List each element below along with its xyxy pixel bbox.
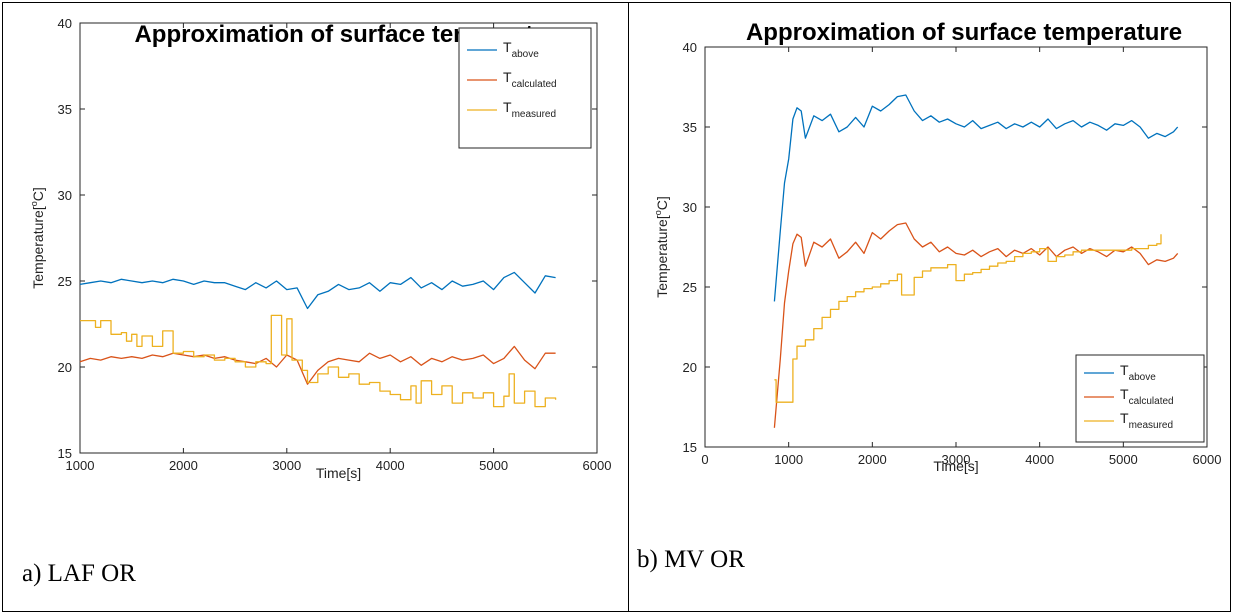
x-tick-label: 2000 xyxy=(169,458,198,473)
legend-label-main: T xyxy=(1120,362,1129,378)
legend-label-calculated: Tcalculated xyxy=(1120,386,1174,407)
legend-label-sub: above xyxy=(1129,372,1157,383)
series-line-above xyxy=(79,271,556,310)
legend-label-sub: above xyxy=(512,49,540,60)
caption-b: b) MV OR xyxy=(637,546,745,573)
legend-label-main: T xyxy=(1120,410,1129,426)
legend-box xyxy=(458,27,592,149)
legend-label-main: T xyxy=(503,39,512,55)
y-tick-label: 30 xyxy=(58,188,72,203)
legend-label-main: T xyxy=(503,99,512,115)
legend-label-sub: measured xyxy=(512,109,556,120)
y-label-main: Temperature[ xyxy=(30,206,46,289)
y-tick-label: 25 xyxy=(58,274,72,289)
y-tick-label: 30 xyxy=(683,200,697,215)
series-line-calculated xyxy=(773,222,1179,428)
y-tick-label: 40 xyxy=(683,40,697,55)
x-axis-label: Time[s] xyxy=(316,465,361,481)
y-tick-label: 20 xyxy=(683,360,697,375)
panel-divider xyxy=(628,2,629,612)
y-label-degree: o xyxy=(29,201,39,206)
x-tick-label: 3000 xyxy=(942,452,971,467)
y-tick-label: 25 xyxy=(683,280,697,295)
y-label-main: Temperature[ xyxy=(654,215,670,298)
x-tick-label: 4000 xyxy=(1025,452,1054,467)
x-tick-label: 2000 xyxy=(858,452,887,467)
x-tick-label: 1000 xyxy=(774,452,803,467)
legend-label-sub: measured xyxy=(1129,420,1173,431)
series-line-measured xyxy=(774,234,1162,403)
y-tick-label: 15 xyxy=(683,440,697,455)
y-axis-label: Temperature[oC] xyxy=(653,196,670,298)
legend-label-main: T xyxy=(503,69,512,85)
y-axis-label: Temperature[oC] xyxy=(29,187,46,289)
y-tick-label: 35 xyxy=(58,102,72,117)
legend-label-measured: Tmeasured xyxy=(1120,410,1173,431)
x-tick-label: 3000 xyxy=(272,458,301,473)
legend-label-measured: Tmeasured xyxy=(503,99,556,120)
legend-label-above: Tabove xyxy=(503,39,539,60)
x-tick-label: 4000 xyxy=(376,458,405,473)
series-line-measured xyxy=(80,314,557,408)
x-tick-label: 6000 xyxy=(583,458,612,473)
legend-label-calculated: Tcalculated xyxy=(503,69,557,90)
x-axis-label: Time[s] xyxy=(933,458,978,474)
series-line-calculated xyxy=(79,345,556,385)
y-label-unit: C] xyxy=(30,187,46,201)
caption-a: a) LAF OR xyxy=(22,560,136,587)
legend-box xyxy=(1075,354,1205,443)
x-tick-label: 6000 xyxy=(1193,452,1222,467)
y-tick-label: 20 xyxy=(58,360,72,375)
y-tick-label: 15 xyxy=(58,446,72,461)
y-tick-label: 40 xyxy=(58,16,72,31)
chart-title: Approximation of surface temperature xyxy=(746,19,1182,46)
axes-box xyxy=(79,22,598,454)
x-tick-label: 1000 xyxy=(66,458,95,473)
x-tick-label: 5000 xyxy=(479,458,508,473)
legend-label-sub: calculated xyxy=(1129,396,1174,407)
x-tick-label: 5000 xyxy=(1109,452,1138,467)
series-line-above xyxy=(773,94,1179,302)
y-label-degree: o xyxy=(653,210,663,215)
y-label-unit: C] xyxy=(654,196,670,210)
chart-1: 0 1000 2000 3000 4000 5000 6000 15 20 25 30 35 40 App… xyxy=(653,19,1221,474)
y-tick-label: 35 xyxy=(683,120,697,135)
legend-label-sub: calculated xyxy=(512,79,557,90)
legend-label-above: Tabove xyxy=(1120,362,1156,383)
x-tick-label: 0 xyxy=(701,452,708,467)
legend-label-main: T xyxy=(1120,386,1129,402)
